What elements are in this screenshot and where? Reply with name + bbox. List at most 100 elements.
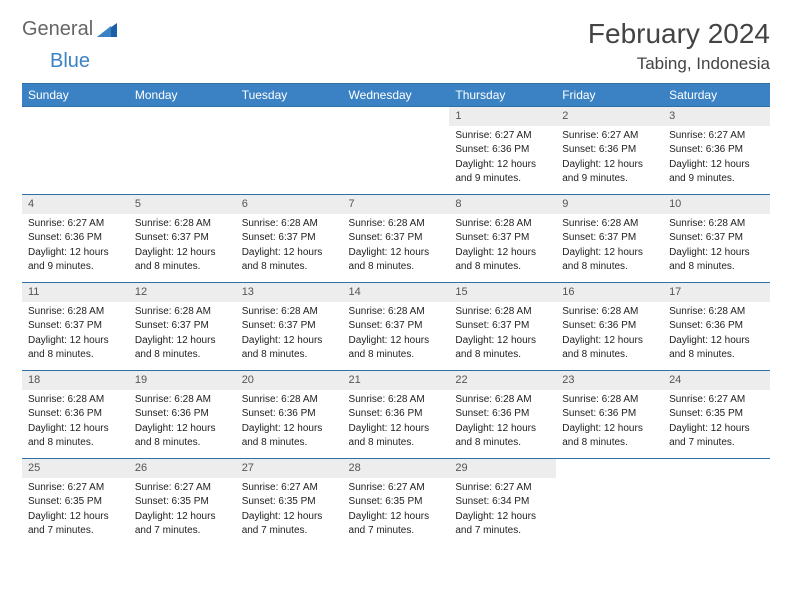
day-number: 17 <box>663 283 770 302</box>
daylight-text: Daylight: 12 hours <box>28 246 123 260</box>
daylight-text: Daylight: 12 hours <box>455 158 550 172</box>
calendar-cell: 13Sunrise: 6:28 AMSunset: 6:37 PMDayligh… <box>236 283 343 371</box>
sunset-text: Sunset: 6:35 PM <box>28 495 123 509</box>
day-number: 4 <box>22 195 129 214</box>
calendar-head: Sunday Monday Tuesday Wednesday Thursday… <box>22 84 770 107</box>
day-number: 24 <box>663 371 770 390</box>
day-info: Sunrise: 6:28 AMSunset: 6:37 PMDaylight:… <box>129 302 236 366</box>
daylight-text: Daylight: 12 hours <box>349 422 444 436</box>
daylight-text: and 8 minutes. <box>455 260 550 274</box>
daylight-text: Daylight: 12 hours <box>562 246 657 260</box>
daylight-text: and 8 minutes. <box>455 436 550 450</box>
month-title: February 2024 <box>588 18 770 50</box>
calendar-cell: 9Sunrise: 6:28 AMSunset: 6:37 PMDaylight… <box>556 195 663 283</box>
day-info: Sunrise: 6:27 AMSunset: 6:35 PMDaylight:… <box>663 390 770 454</box>
sunrise-text: Sunrise: 6:28 AM <box>455 393 550 407</box>
day-info: Sunrise: 6:28 AMSunset: 6:36 PMDaylight:… <box>556 302 663 366</box>
daylight-text: Daylight: 12 hours <box>28 334 123 348</box>
day-info: Sunrise: 6:27 AMSunset: 6:36 PMDaylight:… <box>449 126 556 190</box>
day-number: 18 <box>22 371 129 390</box>
day-number: 6 <box>236 195 343 214</box>
sunset-text: Sunset: 6:37 PM <box>669 231 764 245</box>
daylight-text: and 8 minutes. <box>669 348 764 362</box>
day-number: 8 <box>449 195 556 214</box>
daylight-text: and 8 minutes. <box>562 436 657 450</box>
day-info: Sunrise: 6:28 AMSunset: 6:36 PMDaylight:… <box>449 390 556 454</box>
daylight-text: Daylight: 12 hours <box>242 422 337 436</box>
calendar-cell: 22Sunrise: 6:28 AMSunset: 6:36 PMDayligh… <box>449 371 556 459</box>
daylight-text: Daylight: 12 hours <box>349 334 444 348</box>
day-number: 13 <box>236 283 343 302</box>
day-number: 2 <box>556 107 663 126</box>
sunset-text: Sunset: 6:36 PM <box>242 407 337 421</box>
sunrise-text: Sunrise: 6:28 AM <box>28 305 123 319</box>
sunset-text: Sunset: 6:35 PM <box>349 495 444 509</box>
sunrise-text: Sunrise: 6:28 AM <box>455 305 550 319</box>
day-info: Sunrise: 6:28 AMSunset: 6:37 PMDaylight:… <box>343 214 450 278</box>
sunset-text: Sunset: 6:36 PM <box>349 407 444 421</box>
brand-part2: Blue <box>50 50 90 72</box>
day-number: 3 <box>663 107 770 126</box>
sunrise-text: Sunrise: 6:27 AM <box>28 217 123 231</box>
calendar-cell: 21Sunrise: 6:28 AMSunset: 6:36 PMDayligh… <box>343 371 450 459</box>
day-number: 20 <box>236 371 343 390</box>
calendar-cell: 5Sunrise: 6:28 AMSunset: 6:37 PMDaylight… <box>129 195 236 283</box>
day-info: Sunrise: 6:27 AMSunset: 6:36 PMDaylight:… <box>22 214 129 278</box>
sunrise-text: Sunrise: 6:27 AM <box>135 481 230 495</box>
sunset-text: Sunset: 6:37 PM <box>349 319 444 333</box>
day-info: Sunrise: 6:28 AMSunset: 6:37 PMDaylight:… <box>556 214 663 278</box>
sunset-text: Sunset: 6:37 PM <box>349 231 444 245</box>
sunset-text: Sunset: 6:37 PM <box>455 231 550 245</box>
sunrise-text: Sunrise: 6:28 AM <box>562 393 657 407</box>
calendar-cell <box>129 107 236 195</box>
day-info: Sunrise: 6:27 AMSunset: 6:36 PMDaylight:… <box>556 126 663 190</box>
day-info: Sunrise: 6:28 AMSunset: 6:37 PMDaylight:… <box>236 214 343 278</box>
daylight-text: and 8 minutes. <box>669 260 764 274</box>
daylight-text: and 9 minutes. <box>455 172 550 186</box>
calendar-cell: 16Sunrise: 6:28 AMSunset: 6:36 PMDayligh… <box>556 283 663 371</box>
sunrise-text: Sunrise: 6:27 AM <box>349 481 444 495</box>
day-info: Sunrise: 6:28 AMSunset: 6:37 PMDaylight:… <box>663 214 770 278</box>
sunset-text: Sunset: 6:36 PM <box>135 407 230 421</box>
day-number: 5 <box>129 195 236 214</box>
weekday-header: Saturday <box>663 84 770 107</box>
sunset-text: Sunset: 6:35 PM <box>242 495 337 509</box>
day-info: Sunrise: 6:28 AMSunset: 6:36 PMDaylight:… <box>556 390 663 454</box>
daylight-text: Daylight: 12 hours <box>455 510 550 524</box>
weekday-header: Monday <box>129 84 236 107</box>
sunrise-text: Sunrise: 6:28 AM <box>562 305 657 319</box>
sunrise-text: Sunrise: 6:27 AM <box>455 481 550 495</box>
sunset-text: Sunset: 6:37 PM <box>135 231 230 245</box>
daylight-text: and 8 minutes. <box>349 436 444 450</box>
calendar-page: General February 2024 Tabing, Indonesia … <box>0 0 792 565</box>
daylight-text: and 8 minutes. <box>242 348 337 362</box>
sunset-text: Sunset: 6:36 PM <box>28 407 123 421</box>
daylight-text: and 7 minutes. <box>242 524 337 538</box>
daylight-text: Daylight: 12 hours <box>562 422 657 436</box>
daylight-text: and 8 minutes. <box>349 348 444 362</box>
day-info: Sunrise: 6:27 AMSunset: 6:34 PMDaylight:… <box>449 478 556 542</box>
daylight-text: Daylight: 12 hours <box>242 334 337 348</box>
daylight-text: Daylight: 12 hours <box>455 422 550 436</box>
calendar-cell: 1Sunrise: 6:27 AMSunset: 6:36 PMDaylight… <box>449 107 556 195</box>
sunset-text: Sunset: 6:37 PM <box>242 231 337 245</box>
daylight-text: Daylight: 12 hours <box>242 510 337 524</box>
weekday-header: Tuesday <box>236 84 343 107</box>
day-number: 19 <box>129 371 236 390</box>
sunrise-text: Sunrise: 6:28 AM <box>455 217 550 231</box>
calendar-cell: 20Sunrise: 6:28 AMSunset: 6:36 PMDayligh… <box>236 371 343 459</box>
calendar-cell: 2Sunrise: 6:27 AMSunset: 6:36 PMDaylight… <box>556 107 663 195</box>
day-info: Sunrise: 6:28 AMSunset: 6:36 PMDaylight:… <box>236 390 343 454</box>
calendar-cell <box>663 459 770 547</box>
daylight-text: Daylight: 12 hours <box>455 334 550 348</box>
day-info: Sunrise: 6:28 AMSunset: 6:37 PMDaylight:… <box>449 214 556 278</box>
sunset-text: Sunset: 6:37 PM <box>242 319 337 333</box>
daylight-text: and 7 minutes. <box>135 524 230 538</box>
calendar-cell: 28Sunrise: 6:27 AMSunset: 6:35 PMDayligh… <box>343 459 450 547</box>
sunrise-text: Sunrise: 6:28 AM <box>135 217 230 231</box>
calendar-table: Sunday Monday Tuesday Wednesday Thursday… <box>22 83 770 547</box>
daylight-text: Daylight: 12 hours <box>135 510 230 524</box>
calendar-cell: 3Sunrise: 6:27 AMSunset: 6:36 PMDaylight… <box>663 107 770 195</box>
day-number: 22 <box>449 371 556 390</box>
calendar-cell: 8Sunrise: 6:28 AMSunset: 6:37 PMDaylight… <box>449 195 556 283</box>
